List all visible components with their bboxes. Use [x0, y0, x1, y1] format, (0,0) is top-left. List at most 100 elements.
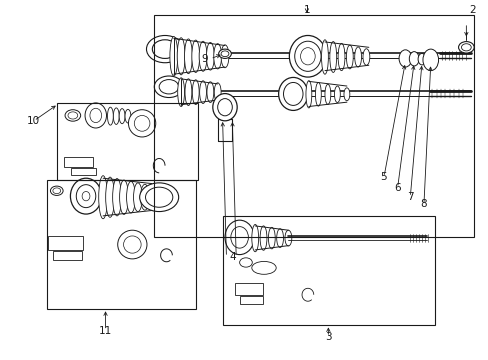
- Bar: [48, 236, 82, 250]
- Ellipse shape: [120, 180, 128, 215]
- Ellipse shape: [417, 53, 425, 65]
- Ellipse shape: [177, 38, 184, 75]
- Ellipse shape: [398, 50, 411, 67]
- Ellipse shape: [300, 48, 315, 65]
- Ellipse shape: [285, 230, 291, 246]
- Ellipse shape: [251, 261, 276, 274]
- Bar: [222, 216, 434, 325]
- Circle shape: [53, 188, 61, 194]
- Ellipse shape: [70, 178, 102, 214]
- Text: 4: 4: [228, 252, 235, 262]
- Ellipse shape: [112, 179, 121, 216]
- Circle shape: [239, 258, 252, 267]
- Ellipse shape: [206, 82, 213, 103]
- Ellipse shape: [213, 44, 221, 69]
- Ellipse shape: [354, 47, 361, 67]
- Ellipse shape: [119, 109, 125, 124]
- Ellipse shape: [217, 99, 232, 116]
- Ellipse shape: [305, 81, 311, 108]
- Circle shape: [221, 51, 228, 57]
- Ellipse shape: [214, 83, 221, 102]
- Bar: [53, 251, 81, 260]
- Circle shape: [218, 49, 231, 58]
- Text: 1: 1: [303, 5, 309, 15]
- Ellipse shape: [294, 41, 321, 71]
- Ellipse shape: [85, 103, 106, 128]
- Text: 7: 7: [406, 192, 413, 202]
- Ellipse shape: [192, 80, 199, 104]
- Ellipse shape: [224, 220, 254, 255]
- Ellipse shape: [251, 225, 258, 252]
- Text: 5: 5: [380, 172, 386, 182]
- Ellipse shape: [199, 41, 206, 71]
- Text: 11: 11: [99, 325, 112, 336]
- Text: 8: 8: [420, 199, 427, 210]
- Ellipse shape: [105, 177, 114, 217]
- Circle shape: [50, 186, 63, 195]
- Ellipse shape: [337, 43, 344, 71]
- Ellipse shape: [184, 79, 191, 105]
- Ellipse shape: [128, 110, 156, 137]
- Ellipse shape: [123, 236, 141, 253]
- Ellipse shape: [422, 49, 438, 71]
- Ellipse shape: [184, 39, 192, 74]
- Ellipse shape: [276, 229, 283, 247]
- Ellipse shape: [221, 45, 228, 68]
- Ellipse shape: [76, 185, 96, 208]
- Text: 6: 6: [393, 183, 400, 193]
- Ellipse shape: [177, 78, 184, 107]
- Ellipse shape: [134, 116, 150, 131]
- Bar: [71, 168, 96, 175]
- Text: 10: 10: [27, 116, 41, 126]
- Ellipse shape: [260, 226, 266, 250]
- Ellipse shape: [99, 176, 107, 219]
- Ellipse shape: [133, 183, 142, 212]
- Ellipse shape: [346, 45, 352, 69]
- Ellipse shape: [230, 226, 248, 248]
- Circle shape: [68, 112, 78, 119]
- Ellipse shape: [126, 181, 135, 213]
- Ellipse shape: [283, 82, 303, 105]
- Ellipse shape: [212, 94, 237, 121]
- Ellipse shape: [334, 86, 340, 103]
- Text: 3: 3: [325, 332, 331, 342]
- Circle shape: [461, 44, 470, 51]
- Bar: [47, 180, 195, 309]
- Ellipse shape: [169, 37, 177, 76]
- Ellipse shape: [90, 108, 102, 123]
- Circle shape: [458, 41, 473, 53]
- Ellipse shape: [199, 81, 206, 103]
- Circle shape: [159, 80, 178, 94]
- Ellipse shape: [147, 186, 156, 209]
- Ellipse shape: [118, 230, 147, 259]
- Ellipse shape: [268, 227, 275, 249]
- Ellipse shape: [289, 36, 326, 77]
- Bar: [234, 283, 263, 295]
- Circle shape: [146, 36, 183, 63]
- Circle shape: [152, 40, 177, 58]
- Ellipse shape: [408, 51, 418, 66]
- Ellipse shape: [82, 192, 90, 201]
- Bar: [57, 103, 198, 180]
- Text: 2: 2: [468, 5, 475, 15]
- Circle shape: [140, 183, 178, 212]
- Bar: [154, 15, 473, 237]
- Ellipse shape: [113, 108, 119, 125]
- Circle shape: [154, 76, 183, 98]
- Ellipse shape: [321, 40, 328, 74]
- Ellipse shape: [343, 88, 349, 101]
- Ellipse shape: [107, 107, 113, 125]
- Bar: [64, 157, 93, 167]
- Ellipse shape: [125, 109, 131, 123]
- Text: 9: 9: [201, 54, 207, 64]
- Bar: [239, 296, 263, 304]
- Ellipse shape: [315, 82, 321, 106]
- Ellipse shape: [191, 40, 199, 72]
- Ellipse shape: [278, 77, 307, 111]
- Ellipse shape: [329, 41, 336, 72]
- Ellipse shape: [325, 84, 330, 104]
- Ellipse shape: [140, 184, 149, 210]
- Ellipse shape: [362, 49, 369, 65]
- Circle shape: [65, 110, 81, 121]
- Circle shape: [145, 187, 172, 207]
